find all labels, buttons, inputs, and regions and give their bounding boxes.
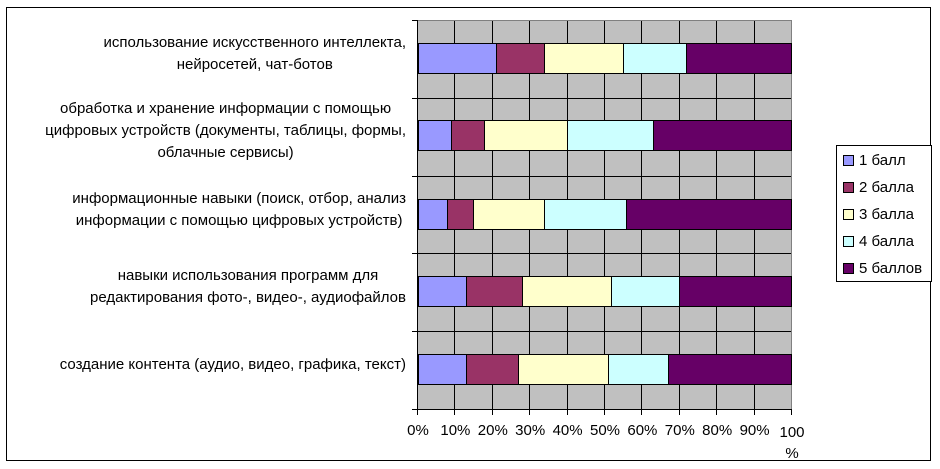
horizontal-gridline (418, 253, 791, 255)
y-tick-mark (412, 175, 418, 177)
y-axis-line (417, 20, 418, 410)
legend-label: 4 балла (859, 233, 914, 250)
bar-segment-1 (418, 354, 467, 385)
x-tick-label: 70% (664, 422, 695, 439)
y-tick-mark (412, 331, 418, 333)
category-label-line: обработка и хранение информации с помощь… (60, 100, 392, 117)
category-label: использование искусственного интеллекта,… (104, 32, 406, 76)
stacked-bar (418, 354, 792, 385)
bar-segment-4 (567, 120, 654, 151)
bar-segment-1 (418, 276, 467, 307)
horizontal-gridline (418, 175, 791, 177)
category-label-line: информационные навыки (поиск, отбор, ана… (72, 190, 406, 207)
legend-item: 2 балла (843, 179, 914, 196)
bar-segment-5 (653, 120, 792, 151)
bar-segment-2 (447, 199, 475, 230)
bar-segment-1 (418, 120, 452, 151)
x-tick-mark (641, 409, 643, 415)
x-tick-label: 10% (440, 422, 471, 439)
x-tick-mark (678, 409, 680, 415)
legend-label: 3 балла (859, 206, 914, 223)
legend-label: 5 баллов (859, 260, 923, 277)
bar-segment-4 (545, 199, 628, 230)
x-axis-line (418, 409, 792, 410)
stacked-bar (418, 199, 792, 230)
y-tick-mark (412, 253, 418, 255)
x-tick-label-100-part1: 100 (779, 424, 805, 441)
bar-segment-2 (496, 43, 546, 74)
stacked-bar (418, 276, 792, 307)
legend-swatch-icon (843, 209, 854, 220)
x-tick-label: 20% (477, 422, 508, 439)
category-label: обработка и хранение информации с помощь… (45, 98, 406, 164)
bar-segment-4 (608, 354, 669, 385)
x-tick-label: 50% (589, 422, 621, 439)
x-tick-label: 0% (407, 422, 429, 439)
x-tick-mark (491, 409, 493, 415)
legend-swatch-icon (843, 236, 854, 247)
bar-segment-3 (518, 354, 609, 385)
legend-swatch-icon (843, 155, 854, 166)
bar-segment-5 (687, 43, 792, 74)
bar-segment-2 (451, 120, 486, 151)
bar-segment-3 (545, 43, 624, 74)
x-tick-mark (753, 409, 755, 415)
category-label: информационные навыки (поиск, отбор, ана… (72, 188, 406, 232)
x-tick-mark (716, 409, 718, 415)
category-label-line: навыки использования программ для (117, 267, 379, 284)
category-label-line: нейросетей, чат-ботов (176, 56, 333, 73)
legend-item: 5 баллов (843, 260, 922, 277)
y-tick-mark (412, 409, 418, 410)
category-label-line: создание контента (аудио, видео, графика… (59, 356, 406, 373)
bar-segment-3 (474, 199, 546, 230)
bar-segment-5 (668, 354, 792, 385)
bar-segment-2 (466, 276, 523, 307)
legend-swatch-icon (843, 182, 854, 193)
x-tick-label: 40% (552, 422, 583, 439)
legend-label: 1 балл (859, 152, 906, 169)
x-tick-label: 60% (627, 422, 658, 439)
bar-segment-1 (418, 43, 497, 74)
category-label: навыки использования программ для редакти… (90, 265, 406, 309)
x-tick-label: 30% (515, 422, 546, 439)
bar-segment-3 (485, 120, 568, 151)
y-tick-mark (412, 97, 418, 99)
bar-segment-3 (522, 276, 613, 307)
x-tick-label: 90% (739, 422, 770, 439)
legend-item: 4 балла (843, 233, 914, 250)
bar-segment-1 (418, 199, 448, 230)
stacked-bar (418, 120, 792, 151)
category-label-line: редактирования фото-, видео-, аудиофайло… (90, 289, 406, 306)
x-tick-mark (791, 409, 792, 415)
category-label-line: использование искусственного интеллекта, (103, 34, 406, 51)
stacked-bar (418, 43, 792, 74)
x-tick-mark (417, 409, 418, 415)
x-tick-mark (604, 409, 605, 415)
bar-segment-4 (612, 276, 680, 307)
horizontal-gridline (418, 331, 791, 333)
category-label-line: информации с помощью цифровых устройств) (75, 212, 403, 229)
category-label: создание контента (аудио, видео, графика… (60, 354, 406, 376)
bar-segment-4 (623, 43, 688, 74)
legend-item: 1 балл (843, 152, 906, 169)
x-tick-label-100-part2: % (785, 445, 799, 462)
bar-segment-2 (466, 354, 519, 385)
legend-swatch-icon (843, 263, 854, 274)
legend-label: 2 балла (859, 179, 914, 196)
y-tick-mark (412, 20, 418, 21)
horizontal-gridline (418, 97, 791, 99)
x-tick-mark (454, 409, 456, 415)
bar-segment-5 (679, 276, 792, 307)
category-label-line: цифровых устройств (документы, таблицы, … (45, 122, 406, 139)
category-label-line: облачные сервисы) (157, 144, 294, 161)
x-tick-mark (529, 409, 531, 415)
x-tick-mark (566, 409, 568, 415)
x-tick-label-100: 100 % (779, 422, 805, 464)
bar-segment-5 (627, 199, 792, 230)
legend-item: 3 балла (843, 206, 914, 223)
legend: 1 балл 2 балла 3 балла 4 балла 5 баллов (836, 145, 932, 282)
x-tick-label: 80% (702, 422, 733, 439)
